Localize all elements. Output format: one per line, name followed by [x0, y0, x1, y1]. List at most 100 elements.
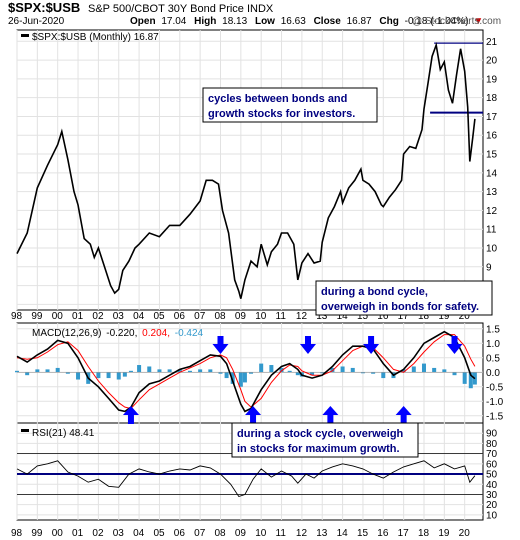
open-value: 17.04: [161, 16, 186, 27]
macd-histogram: [15, 363, 477, 389]
annotation-box-3: during a stock cycle, overweigh in stock…: [231, 422, 419, 458]
y-tick-label: 12: [486, 206, 498, 217]
macd-histogram-bar: [310, 372, 315, 376]
y-tick-label: 70: [486, 449, 498, 460]
macd-histogram-bar: [442, 369, 447, 373]
macd-histogram-bar: [421, 363, 426, 373]
y-tick-label: 10: [486, 243, 498, 254]
x-tick-label: 19: [438, 311, 450, 322]
x-tick-label: 14: [337, 311, 349, 322]
macd-histogram-bar: [462, 372, 467, 384]
rsi-series-line: [16, 460, 476, 498]
annotation-1-line-1: cycles between bonds and: [208, 93, 347, 105]
macd-series-line: [16, 330, 476, 413]
macd-histogram-bar: [381, 372, 386, 379]
y-tick-label: 11: [486, 225, 497, 236]
x-tick-label: 05: [153, 311, 165, 322]
symbol-title: $SPX:$USB: [8, 0, 80, 15]
macd-histogram-bar: [116, 372, 121, 380]
y-tick-label: 19: [486, 74, 498, 85]
macd-histogram-bar: [259, 363, 264, 373]
macd-histogram-bar: [96, 372, 101, 379]
macd-histogram-bar: [230, 372, 235, 384]
rsi-legend: RSI(21) 48.41: [32, 428, 95, 439]
arrow-up-icon: [245, 406, 262, 424]
annotation-box-2: during a bond cycle, overweigh in bonds …: [315, 280, 493, 316]
macd-histogram-bar: [340, 366, 345, 373]
close-label: Close: [314, 16, 342, 27]
x-tick-label: 10: [255, 528, 267, 539]
chg-label: Chg: [379, 16, 398, 27]
arrow-down-icon: [446, 336, 463, 354]
low-value: 16.63: [281, 16, 306, 27]
x-tick-label: 04: [133, 311, 145, 322]
signal-legend-value: 0.204,: [142, 328, 170, 339]
y-tick-label: 1.5: [486, 324, 500, 335]
macd-histogram-bar: [279, 367, 284, 373]
x-tick-label: 09: [235, 528, 247, 539]
x-tick-label: 15: [357, 528, 369, 539]
macd-histogram-bar: [128, 370, 133, 373]
x-tick-label: 03: [113, 528, 125, 539]
rsi-grid: [16, 423, 466, 520]
x-axis-top: 98 99 00 01 02 03 04 05 06 07 08 09 10 11 12 13 14 15 16 17…: [11, 311, 470, 322]
x-tick-label: 12: [296, 528, 308, 539]
symbol-description: S&P 500/CBOT 30Y Bond Price INDX: [88, 3, 274, 15]
price-legend-swatch: [21, 34, 29, 37]
chg-value: -0.18 (-1.04%): [405, 16, 469, 27]
y-tick-label: 0.0: [486, 368, 500, 379]
y-tick-label: -1.5: [486, 411, 504, 422]
x-tick-label: 98: [11, 311, 23, 322]
macd-histogram-bar: [198, 369, 203, 373]
macd-histogram-bar: [468, 372, 473, 389]
arrow-down-icon: [299, 336, 316, 354]
macd-histogram-bar: [218, 372, 223, 374]
price-grid: [16, 30, 466, 310]
macd-legend-label: MACD(12,26,9): [32, 328, 101, 339]
arrow-down-icon: [363, 336, 380, 354]
x-tick-label: 11: [276, 528, 287, 539]
y-tick-label: 20: [486, 500, 498, 511]
macd-histogram-bar: [45, 369, 50, 373]
y-tick-label: 10: [486, 510, 498, 521]
x-tick-label: 05: [153, 528, 165, 539]
annotation-3-line-1: during a stock cycle, overweigh: [237, 428, 404, 440]
x-tick-label: 11: [276, 311, 287, 322]
x-tick-label: 12: [296, 311, 308, 322]
x-tick-label: 17: [398, 528, 410, 539]
macd-histogram-bar: [452, 372, 457, 376]
macd-histogram-bar: [137, 365, 142, 373]
x-tick-label: 20: [459, 528, 471, 539]
y-tick-label: 60: [486, 459, 498, 470]
macd-histogram-bar: [25, 372, 30, 376]
price-panel-frame: [16, 29, 484, 311]
x-tick-label: 18: [418, 528, 430, 539]
date-label: 26-Jun-2020: [8, 16, 65, 27]
x-tick-label: 03: [113, 311, 125, 322]
x-tick-label: 17: [398, 311, 410, 322]
x-tick-label: 08: [214, 311, 226, 322]
arrow-up-icon: [122, 406, 139, 424]
x-axis-bottom: 98 99 00 01 02 03 04 05 06 07 08 09 10 11 12 13 14 15 16 17…: [11, 528, 470, 539]
macd-histogram-bar: [360, 372, 365, 374]
x-tick-label: 01: [72, 311, 84, 322]
macd-histogram-bar: [106, 372, 111, 379]
x-tick-label: 07: [194, 311, 206, 322]
annotation-3-line-2: in stocks for maximum growth.: [237, 443, 400, 455]
y-tick-label: 17: [486, 112, 498, 123]
macd-histogram-bar: [76, 372, 81, 380]
macd-histogram-bar: [432, 367, 437, 373]
high-value: 18.13: [222, 16, 247, 27]
x-tick-label: 06: [174, 528, 186, 539]
x-tick-label: 15: [357, 311, 369, 322]
macd-histogram-bar: [287, 370, 292, 373]
y-tick-label: 80: [486, 439, 498, 450]
x-tick-label: 18: [418, 311, 430, 322]
close-value: 16.87: [347, 16, 372, 27]
macd-histogram-bar: [371, 372, 376, 374]
y-tick-label: 50: [486, 470, 498, 481]
x-tick-label: 14: [337, 528, 349, 539]
y-tick-label: 1.0: [486, 339, 500, 350]
y-tick-label: 9: [486, 262, 492, 273]
